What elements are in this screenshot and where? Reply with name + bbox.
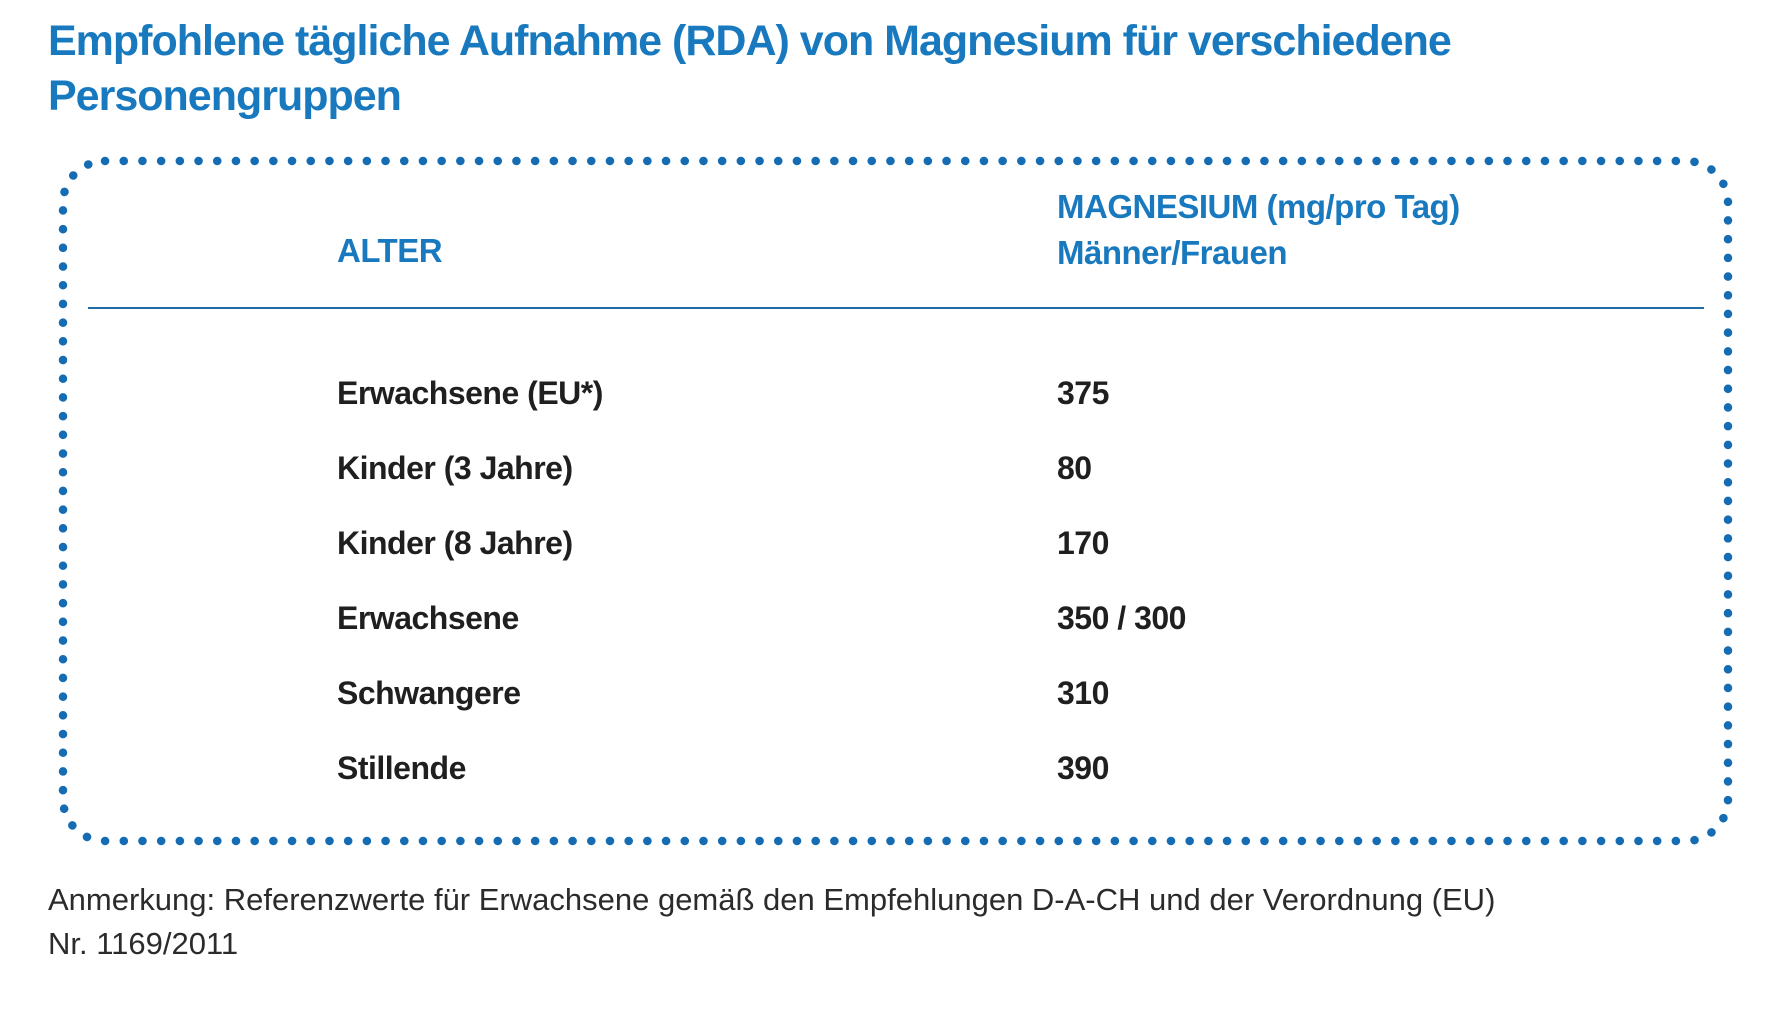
row-value: 375 <box>1057 375 1109 411</box>
table-row: Kinder (8 Jahre) 170 <box>337 506 1693 581</box>
column-header-magnesium: MAGNESIUM (mg/pro Tag) Männer/Frauen <box>1057 184 1460 275</box>
page-title: Empfohlene tägliche Aufnahme (RDA) von M… <box>48 17 1452 121</box>
table-row: Schwangere 310 <box>337 656 1693 731</box>
footnote-line1: Anmerkung: Referenzwerte für Erwachsene … <box>48 882 1496 917</box>
column-header-alter: ALTER <box>337 232 443 269</box>
table-rows: Erwachsene (EU*) 375 Kinder (3 Jahre) 80… <box>337 356 1693 806</box>
column-header-magnesium-line1: MAGNESIUM (mg/pro Tag) <box>1057 188 1460 225</box>
table-row: Stillende 390 <box>337 731 1693 806</box>
table-row: Erwachsene (EU*) 375 <box>337 356 1693 431</box>
row-label: Kinder (3 Jahre) <box>337 450 573 486</box>
dotted-border <box>58 156 1733 846</box>
row-value: 80 <box>1057 450 1092 486</box>
table-panel: ALTER MAGNESIUM (mg/pro Tag) Männer/Frau… <box>58 156 1733 846</box>
row-label: Erwachsene (EU*) <box>337 375 603 411</box>
row-label: Kinder (8 Jahre) <box>337 525 573 561</box>
table-row: Erwachsene 350 / 300 <box>337 581 1693 656</box>
column-header-magnesium-line2: Männer/Frauen <box>1057 233 1288 271</box>
row-value: 390 <box>1057 750 1109 786</box>
row-label: Stillende <box>337 750 466 786</box>
table-row: Kinder (3 Jahre) 80 <box>337 431 1693 506</box>
footnote: Anmerkung: Referenzwerte für Erwachsene … <box>48 878 1728 966</box>
row-label: Erwachsene <box>337 600 519 636</box>
row-value: 170 <box>1057 525 1109 561</box>
header-divider <box>88 307 1704 309</box>
row-value: 350 / 300 <box>1057 600 1186 636</box>
footnote-line2: Nr. 1169/2011 <box>48 926 239 962</box>
row-value: 310 <box>1057 675 1109 711</box>
row-label: Schwangere <box>337 675 521 711</box>
